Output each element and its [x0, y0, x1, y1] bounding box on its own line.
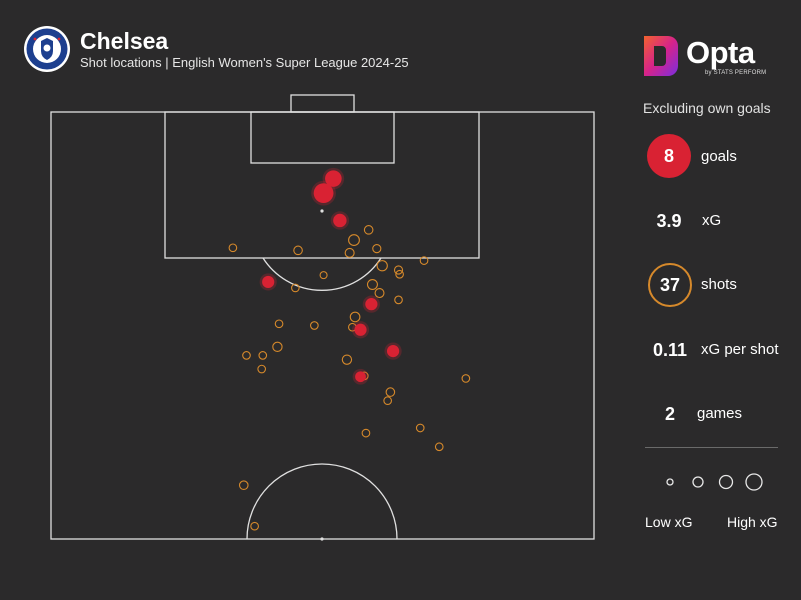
- penalty-arc: [262, 257, 382, 291]
- shot-point-21: [242, 351, 251, 360]
- shot-map: [50, 94, 595, 541]
- shot-point-33: [319, 271, 328, 280]
- shot-point-12: [374, 288, 385, 299]
- shot-point-6: [419, 256, 429, 265]
- shot-point-27: [461, 374, 471, 383]
- team-name: Chelsea: [80, 28, 169, 54]
- shot-point-23: [257, 364, 267, 374]
- legend-divider: [645, 447, 778, 448]
- goal-point-1: [313, 183, 334, 204]
- legend-circle-small: [692, 476, 704, 488]
- goal: [290, 94, 355, 113]
- shot-point-3: [348, 234, 360, 247]
- shot-point-9: [228, 243, 238, 253]
- goal-point-2: [325, 170, 342, 187]
- goal-point-3: [333, 213, 347, 228]
- xg-per-shot-value: 0.11: [652, 340, 688, 360]
- goal-point-6: [354, 323, 367, 336]
- shot-point-28: [415, 423, 425, 433]
- games-value: 2: [664, 404, 675, 424]
- shot-point-18: [393, 265, 404, 275]
- shot-point-15: [310, 321, 319, 330]
- legend-circle-smallest: [666, 478, 674, 486]
- shot-point-7: [395, 269, 404, 279]
- shot-point-31: [238, 480, 249, 491]
- shots-marker: [648, 263, 692, 307]
- goal-point-4: [262, 275, 275, 289]
- centre-circle: [246, 463, 398, 540]
- chelsea-crest-icon: [24, 26, 70, 72]
- xg-size-legend: [666, 473, 763, 491]
- shot-point-11: [366, 279, 378, 291]
- games-label: games: [697, 405, 743, 422]
- goals-layer: [259, 167, 402, 385]
- shot-point-20: [258, 351, 268, 360]
- shot-point-14: [274, 319, 284, 329]
- shot-point-26: [383, 396, 393, 405]
- pitch-lines: [50, 94, 595, 540]
- legend-circle-large: [745, 473, 763, 491]
- xg-label: xG: [702, 212, 722, 229]
- shot-point-4: [372, 244, 382, 254]
- opta-brand-name: Opta: [686, 35, 755, 70]
- shots-value: 37: [659, 275, 681, 295]
- goal-point-5: [365, 298, 378, 311]
- shot-point-30: [434, 442, 444, 452]
- shot-point-17: [394, 295, 403, 305]
- goal-point-7: [386, 345, 400, 358]
- shot-point-1: [344, 247, 355, 258]
- legend-circle-medium: [718, 474, 734, 490]
- pitch-outline: [50, 111, 595, 540]
- shot-point-10: [291, 283, 300, 293]
- shot-point-19: [272, 341, 283, 353]
- centre-spot: [320, 537, 324, 541]
- xg-per-shot-label: xG per shot: [701, 341, 779, 358]
- goals-marker: [647, 134, 691, 178]
- goals-label: goals: [701, 148, 737, 165]
- shot-point-13: [349, 311, 361, 323]
- shots-layer: [228, 225, 471, 531]
- opta-logo-icon: [644, 36, 678, 76]
- shot-point-8: [293, 245, 303, 256]
- shot-point-22: [341, 354, 353, 365]
- penalty-spot: [320, 209, 324, 213]
- goal-point-8: [355, 371, 366, 383]
- shot-point-32: [250, 521, 259, 531]
- goals-value: 8: [663, 146, 674, 166]
- shot-point-2: [363, 225, 374, 235]
- six-yard-box: [250, 111, 395, 164]
- xg-value: 3.9: [656, 211, 682, 231]
- shot-point-25: [385, 387, 396, 397]
- stats-note: Excluding own goals: [643, 100, 771, 116]
- shot-point-29: [361, 428, 371, 438]
- legend-high-label: High xG: [727, 514, 778, 530]
- chart-subtitle: Shot locations | English Women's Super L…: [80, 55, 409, 70]
- shots-label: shots: [701, 276, 737, 293]
- legend-low-label: Low xG: [645, 514, 693, 530]
- shot-point-5: [376, 260, 388, 272]
- opta-byline: by STATS PERFORM: [705, 70, 767, 76]
